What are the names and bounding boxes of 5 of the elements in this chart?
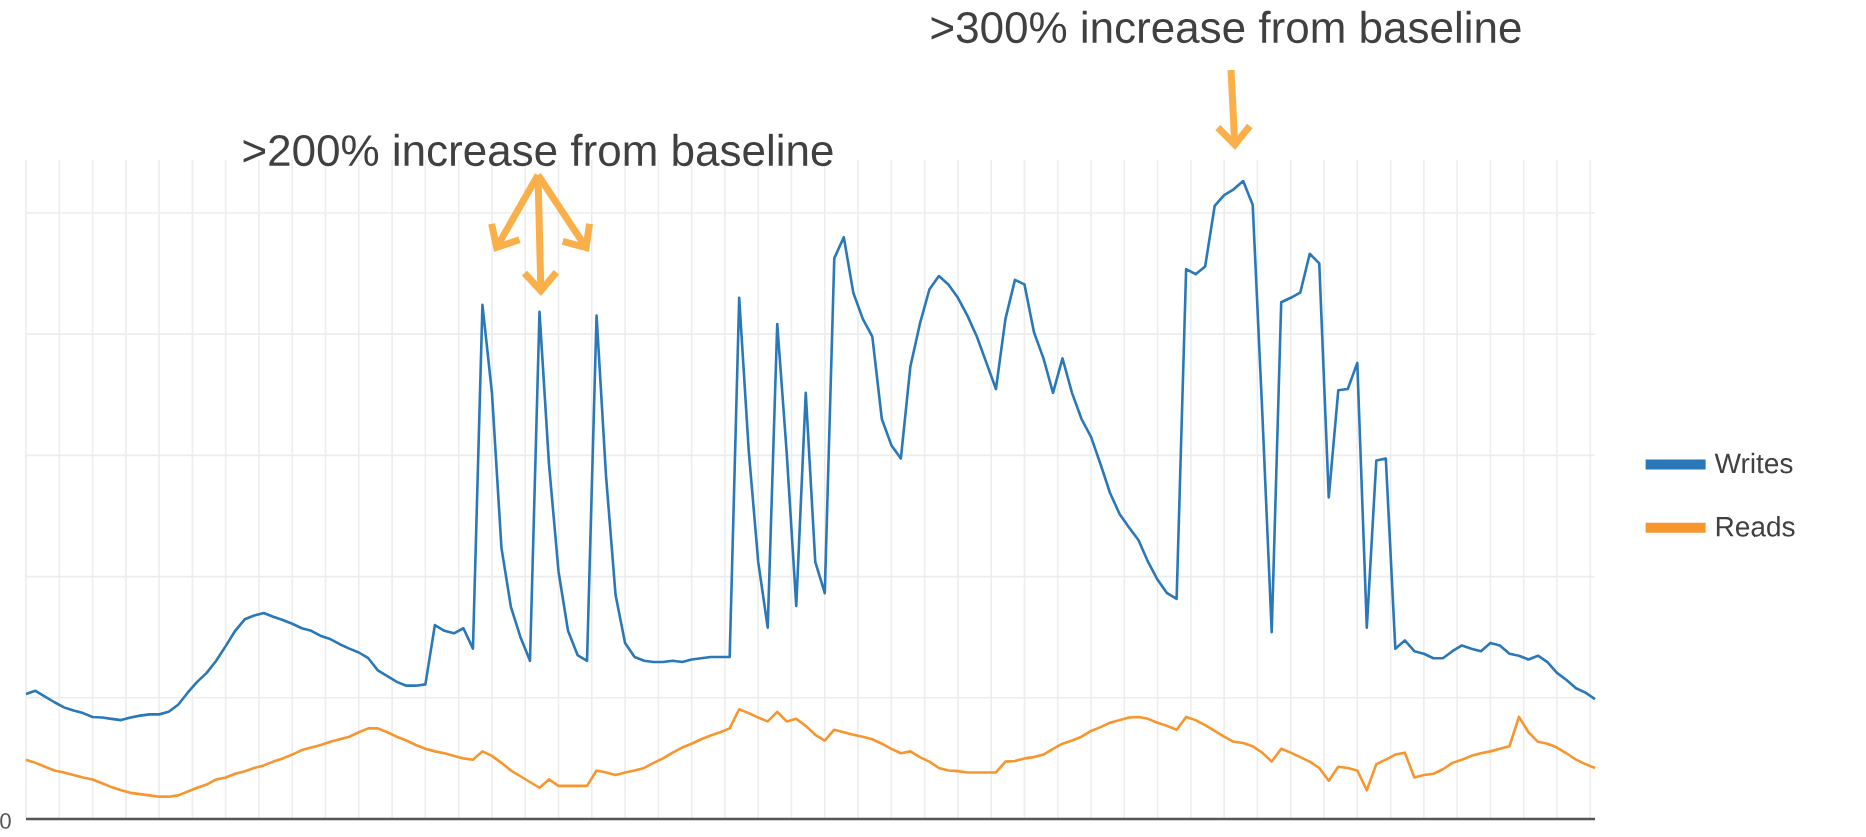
- legend-label: Writes: [1714, 452, 1793, 474]
- text: 0: [0, 813, 11, 829]
- legend-label: Reads: [1716, 516, 1795, 537]
- text: >300% increase from baseline: [931, 10, 1521, 44]
- text: >200% increase from baseline: [243, 133, 833, 167]
